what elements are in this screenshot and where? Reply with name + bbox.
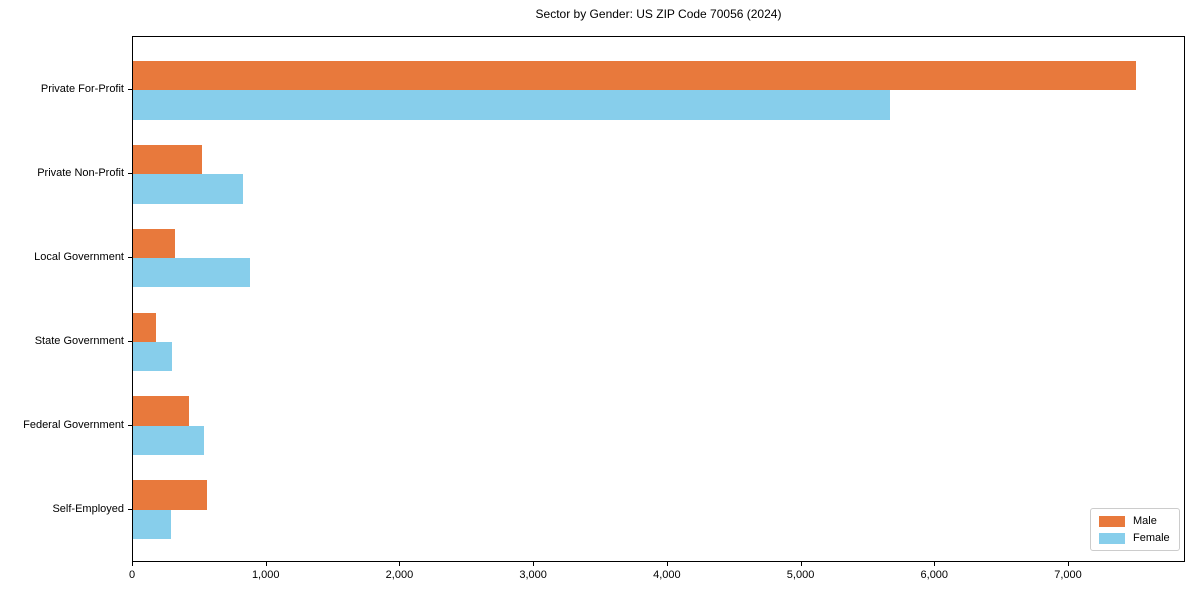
bar-female bbox=[133, 174, 243, 204]
x-tick-mark bbox=[667, 562, 668, 566]
plot-area bbox=[132, 36, 1185, 562]
x-tick-mark bbox=[132, 562, 133, 566]
x-tick-mark bbox=[801, 562, 802, 566]
bar-female bbox=[133, 90, 890, 120]
legend-item: Female bbox=[1099, 532, 1171, 544]
y-axis-label: Federal Government bbox=[23, 418, 124, 431]
y-tick-mark bbox=[128, 341, 132, 342]
x-axis-tick-label: 6,000 bbox=[920, 569, 949, 581]
x-axis-tick-label: 1,000 bbox=[251, 569, 280, 581]
legend-swatch-male bbox=[1099, 515, 1125, 527]
bar-male bbox=[133, 480, 208, 510]
y-axis-label: Local Government bbox=[34, 251, 124, 264]
chart-title: Sector by Gender: US ZIP Code 70056 (202… bbox=[535, 7, 782, 21]
y-tick-mark bbox=[128, 257, 132, 258]
y-axis-label: Private For-Profit bbox=[40, 83, 124, 96]
legend-swatch-female bbox=[1099, 532, 1125, 544]
legend-label: Male bbox=[1133, 515, 1157, 527]
y-tick-mark bbox=[128, 425, 132, 426]
x-axis-tick-label: 5,000 bbox=[786, 569, 815, 581]
y-tick-mark bbox=[128, 509, 132, 510]
x-axis-tick-label: 0 bbox=[128, 569, 136, 581]
x-axis-tick-label: 3,000 bbox=[519, 569, 547, 581]
x-axis-tick-label: 2,000 bbox=[385, 569, 414, 581]
x-tick-mark bbox=[934, 562, 935, 566]
x-tick-mark bbox=[399, 562, 400, 566]
bar-female bbox=[133, 258, 250, 288]
y-tick-mark bbox=[128, 173, 132, 174]
bar-male bbox=[133, 396, 190, 426]
bar-male bbox=[133, 60, 1136, 91]
bar-male bbox=[133, 312, 156, 342]
legend-item: Male bbox=[1099, 515, 1171, 527]
legend: Male Female bbox=[1090, 508, 1180, 551]
x-tick-mark bbox=[533, 562, 534, 566]
bar-male bbox=[133, 144, 202, 175]
x-tick-mark bbox=[266, 562, 267, 566]
y-tick-mark bbox=[128, 89, 132, 90]
x-tick-mark bbox=[1068, 562, 1069, 566]
bar-female bbox=[133, 425, 204, 456]
bar-female bbox=[133, 509, 172, 540]
bar-male bbox=[133, 228, 176, 259]
y-axis-label: State Government bbox=[34, 334, 124, 347]
y-axis-label: Self-Employed bbox=[52, 502, 124, 515]
x-axis-tick-label: 7,000 bbox=[1054, 569, 1082, 581]
x-axis-tick-label: 4,000 bbox=[653, 569, 681, 581]
bar-female bbox=[133, 341, 172, 372]
y-axis-label: Private Non-Profit bbox=[37, 167, 124, 180]
legend-label: Female bbox=[1133, 532, 1170, 544]
